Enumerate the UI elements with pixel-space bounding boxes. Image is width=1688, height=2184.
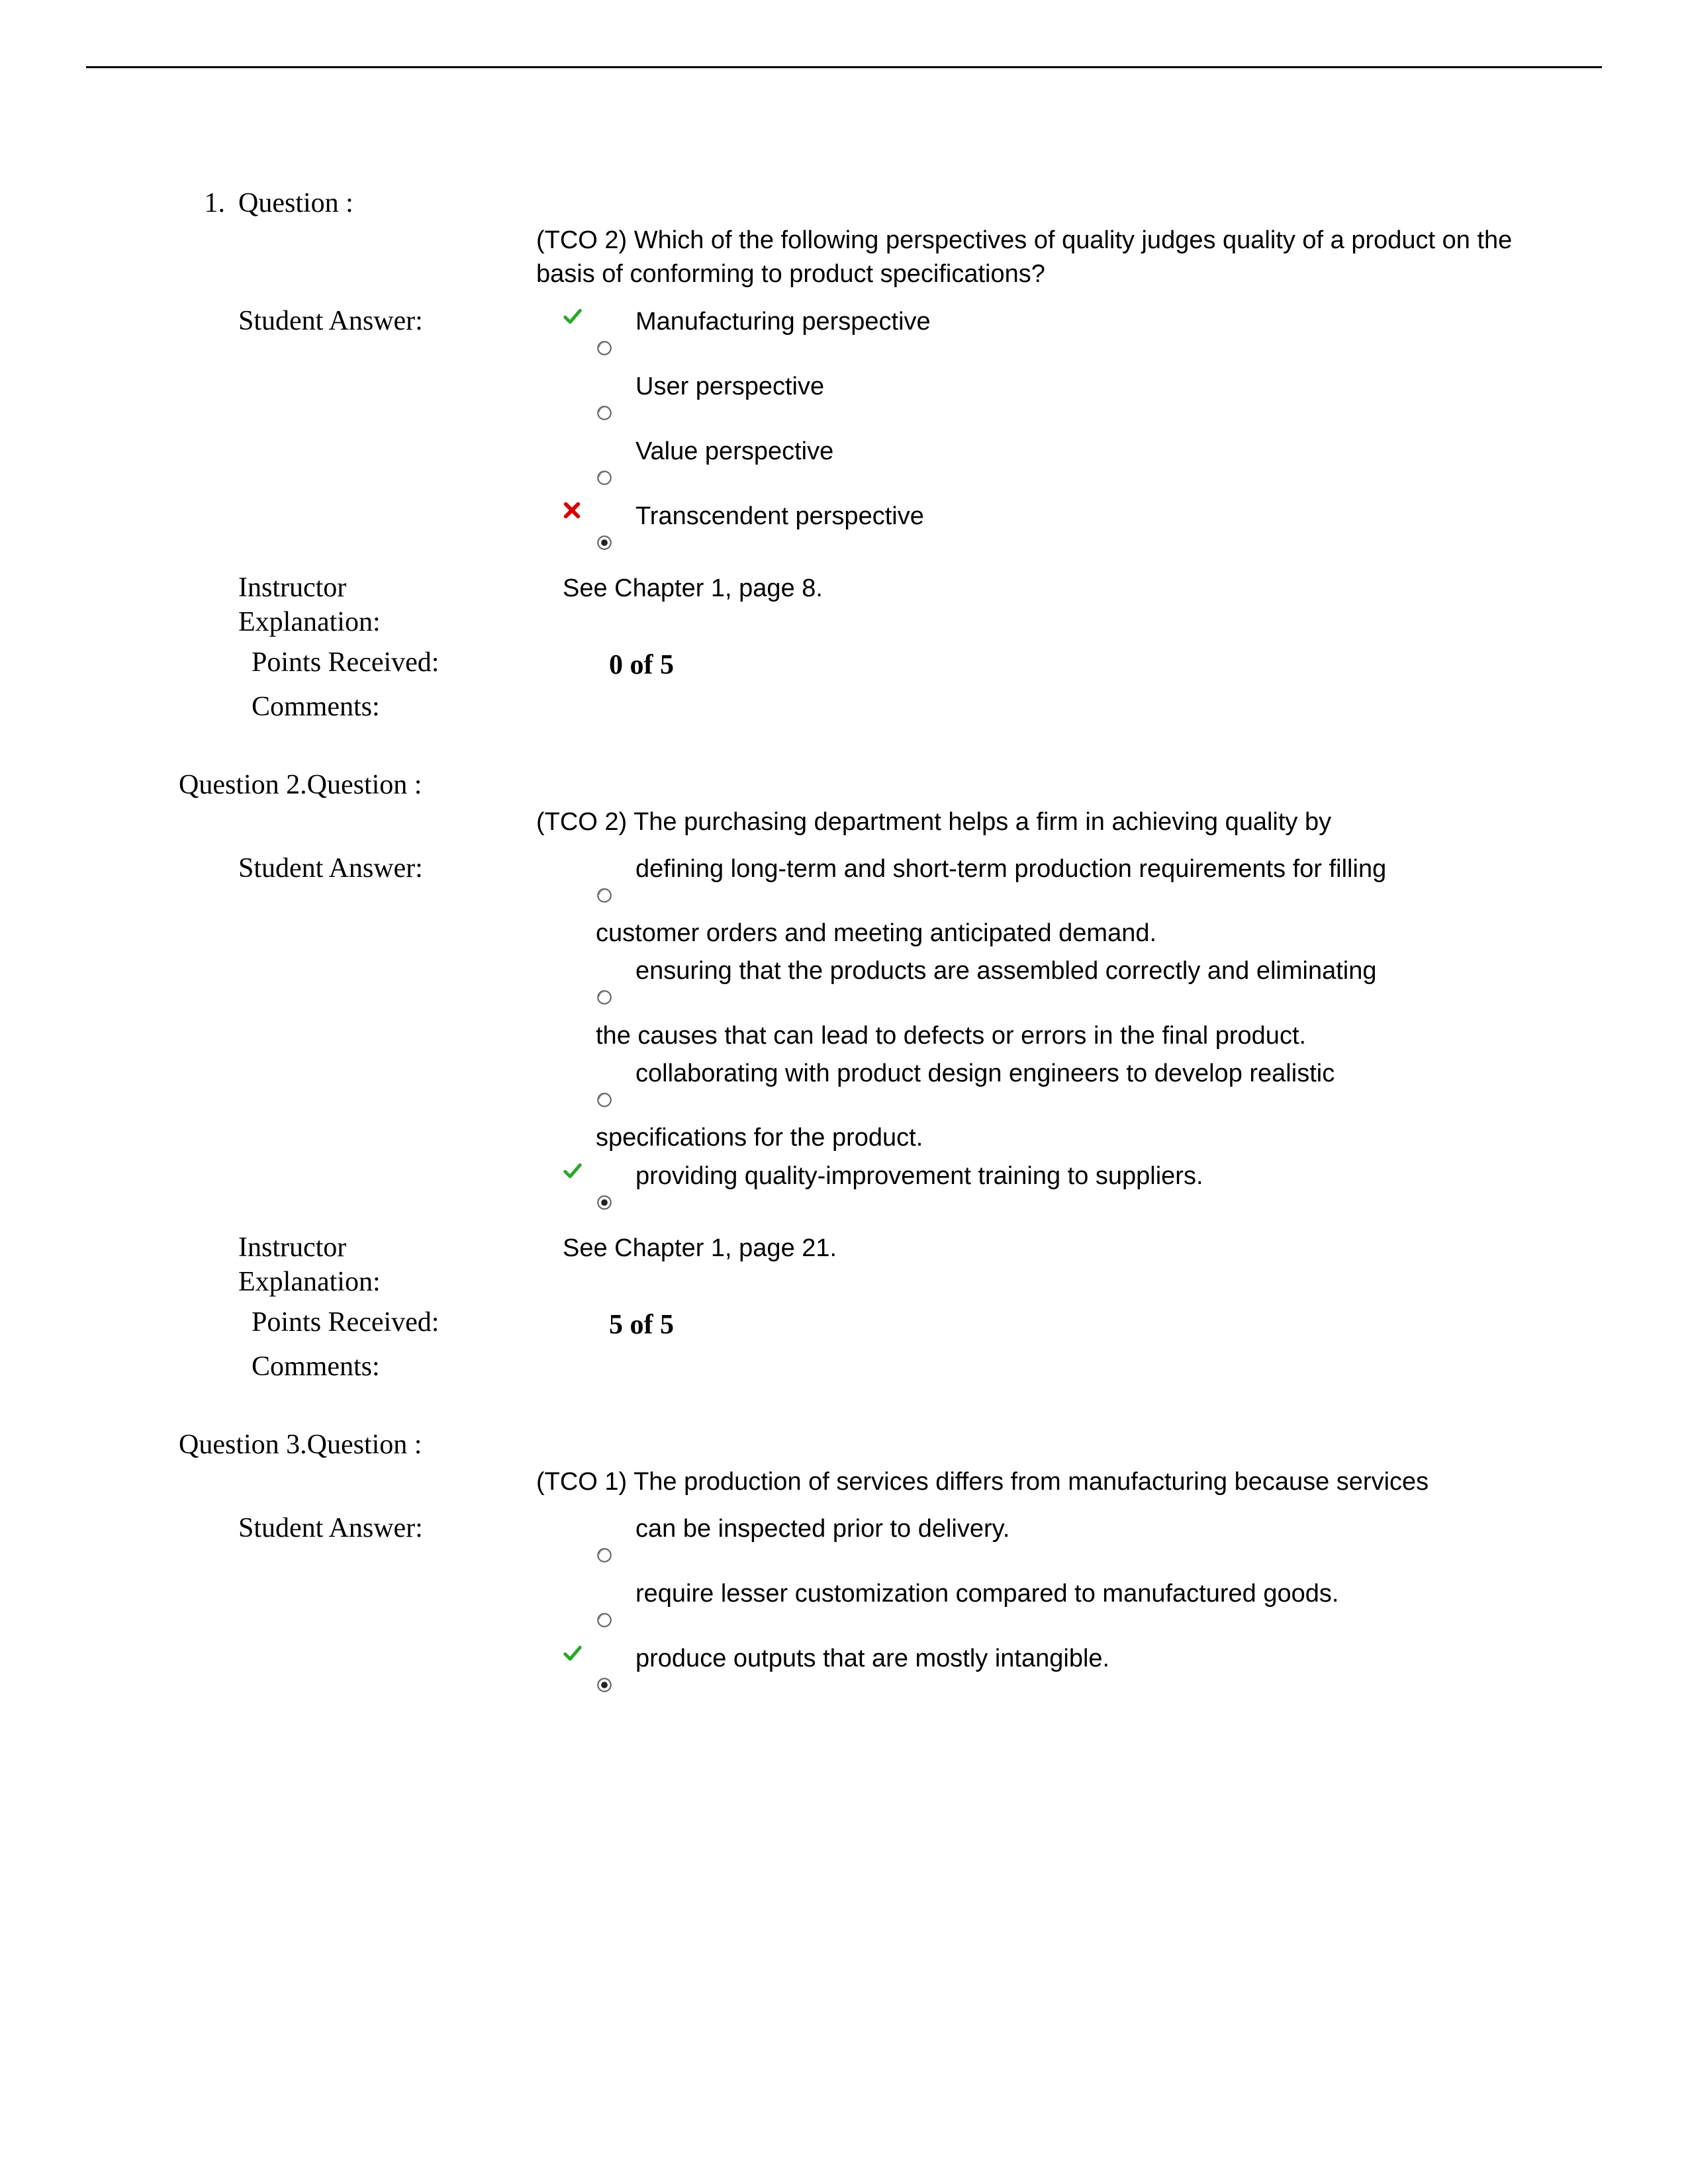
answer-text: Value perspective <box>635 435 1562 469</box>
question-block-2: Question 2.Question : (TCO 2) The purcha… <box>179 769 1562 1383</box>
answer-text: can be inspected prior to delivery. <box>635 1512 1562 1546</box>
answer-continuation: the causes that can lead to defects or e… <box>596 1019 1562 1053</box>
ordinal-number: 1. <box>179 187 238 219</box>
answer-text: defining long-term and short-term produc… <box>635 852 1562 886</box>
question-prefix: Question 3. <box>179 1430 307 1460</box>
answer-option: defining long-term and short-term produc… <box>563 852 1562 911</box>
answer-continuation: customer orders and meeting anticipated … <box>596 917 1562 950</box>
cross-icon <box>563 501 596 520</box>
answer-option: providing quality-improvement training t… <box>563 1160 1562 1218</box>
answer-text: Manufacturing perspective <box>635 305 1562 339</box>
radio-unselected-icon[interactable] <box>596 469 613 486</box>
answer-continuation: specifications for the product. <box>596 1121 1562 1155</box>
instructor-explanation-label: InstructorExplanation: <box>179 570 563 640</box>
answer-text: User perspective <box>635 370 1562 404</box>
answer-option: produce outputs that are mostly intangib… <box>563 1642 1562 1701</box>
answer-option: can be inspected prior to delivery. <box>563 1512 1562 1572</box>
radio-unselected-icon[interactable] <box>596 989 613 1006</box>
answer-text: require lesser customization compared to… <box>635 1577 1562 1611</box>
points-received-value: 5 of 5 <box>576 1306 1562 1344</box>
question-prefix: Question 2. <box>179 770 307 800</box>
question-block-3: Question 3.Question : (TCO 1) The produc… <box>179 1429 1562 1707</box>
student-answer-label: Student Answer: <box>179 1512 563 1544</box>
question-number-label: 1. Question : <box>179 187 503 219</box>
top-rule <box>86 66 1602 68</box>
answer-text: Transcendent perspective <box>635 500 1562 533</box>
answer-text: collaborating with product design engine… <box>635 1057 1562 1091</box>
radio-unselected-icon[interactable] <box>596 404 613 422</box>
question-block-1: 1. Question : (TCO 2) Which of the follo… <box>179 187 1562 723</box>
question-label: Question : <box>307 770 422 800</box>
answer-option: Manufacturing perspective <box>563 305 1562 365</box>
points-received-label: Points Received: <box>179 647 576 678</box>
instructor-explanation-text: See Chapter 1, page 21. <box>563 1230 1562 1265</box>
answer-text: providing quality-improvement training t… <box>635 1160 1562 1193</box>
answer-text: produce outputs that are mostly intangib… <box>635 1642 1562 1676</box>
check-icon <box>563 1161 596 1181</box>
comments-label: Comments: <box>179 1351 576 1383</box>
points-received-value: 0 of 5 <box>576 647 1562 684</box>
answer-option: User perspective <box>563 370 1562 430</box>
answer-option: require lesser customization compared to… <box>563 1577 1562 1637</box>
question-header: Question 3.Question : <box>179 1429 503 1461</box>
question-text: (TCO 2) Which of the following perspecti… <box>503 187 1562 292</box>
question-label: Question : <box>238 187 353 219</box>
question-header: Question 2.Question : <box>179 769 503 801</box>
comments-label: Comments: <box>179 691 576 723</box>
radio-unselected-icon[interactable] <box>596 1091 613 1109</box>
answer-list: Manufacturing perspective User perspecti… <box>563 305 1562 564</box>
radio-selected-icon[interactable] <box>596 1676 613 1694</box>
answer-option: collaborating with product design engine… <box>563 1057 1562 1116</box>
question-text: (TCO 1) The production of services diffe… <box>503 1429 1562 1499</box>
page: 1. Question : (TCO 2) Which of the follo… <box>0 0 1688 2184</box>
answer-option: Transcendent perspective <box>563 500 1562 559</box>
answer-list: can be inspected prior to delivery. requ… <box>563 1512 1562 1706</box>
radio-selected-icon[interactable] <box>596 534 613 551</box>
answer-option: ensuring that the products are assembled… <box>563 954 1562 1013</box>
student-answer-label: Student Answer: <box>179 305 563 337</box>
answer-list: defining long-term and short-term produc… <box>563 852 1562 1224</box>
instructor-explanation-label: InstructorExplanation: <box>179 1230 563 1300</box>
instructor-explanation-text: See Chapter 1, page 8. <box>563 570 1562 606</box>
question-label: Question : <box>307 1430 422 1460</box>
answer-option: Value perspective <box>563 435 1562 494</box>
radio-unselected-icon[interactable] <box>596 1547 613 1564</box>
radio-unselected-icon[interactable] <box>596 887 613 904</box>
radio-unselected-icon[interactable] <box>596 340 613 357</box>
check-icon <box>563 1643 596 1663</box>
content-area: 1. Question : (TCO 2) Which of the follo… <box>179 187 1562 1706</box>
answer-text: ensuring that the products are assembled… <box>635 954 1562 988</box>
student-answer-label: Student Answer: <box>179 852 563 884</box>
radio-selected-icon[interactable] <box>596 1194 613 1211</box>
points-received-label: Points Received: <box>179 1306 576 1338</box>
question-text: (TCO 2) The purchasing department helps … <box>503 769 1562 839</box>
check-icon <box>563 306 596 326</box>
radio-unselected-icon[interactable] <box>596 1612 613 1629</box>
